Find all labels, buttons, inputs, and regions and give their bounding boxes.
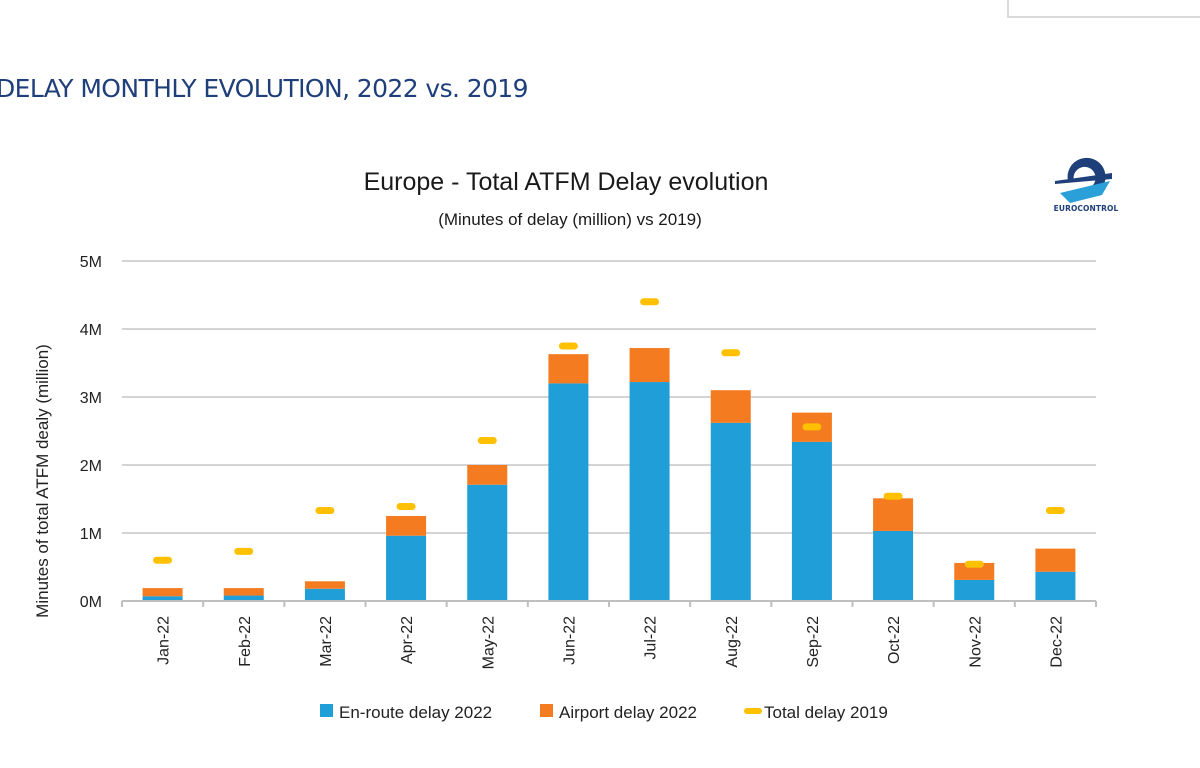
enroute-bar bbox=[467, 484, 508, 601]
x-tick-label: May-22 bbox=[480, 616, 497, 669]
airport-bar bbox=[1035, 548, 1076, 572]
x-tick-label: Sep-22 bbox=[805, 616, 822, 668]
enroute-bar bbox=[223, 595, 264, 601]
airport-bar bbox=[467, 465, 508, 485]
bars bbox=[142, 348, 1076, 601]
enroute-bar bbox=[629, 382, 670, 601]
airport-bar bbox=[304, 581, 345, 589]
chart-subtitle: (Minutes of delay (million) vs 2019) bbox=[438, 210, 702, 229]
airport-bar bbox=[710, 390, 751, 423]
enroute-bar bbox=[386, 535, 427, 601]
legend-label: En-route delay 2022 bbox=[339, 703, 492, 722]
x-tick-label: Dec-22 bbox=[1048, 616, 1065, 668]
logo-text: EUROCONTROL bbox=[1053, 204, 1119, 213]
y-tick-label: 5M bbox=[80, 254, 102, 271]
x-tick-label: Jun-22 bbox=[561, 616, 578, 665]
airport-bar bbox=[954, 562, 995, 580]
enroute-bar bbox=[548, 383, 589, 601]
enroute-bar bbox=[1035, 571, 1076, 601]
y-tick-label: 2M bbox=[80, 458, 102, 475]
y-tick-label: 0M bbox=[80, 594, 102, 611]
x-tick-label: Feb-22 bbox=[237, 616, 254, 667]
enroute-bar bbox=[954, 579, 995, 601]
x-tick-label: Mar-22 bbox=[318, 616, 335, 667]
x-tick-label: Jul-22 bbox=[643, 616, 660, 660]
enroute-bar bbox=[873, 530, 914, 601]
enroute-bar bbox=[142, 596, 183, 601]
airport-bar bbox=[873, 498, 914, 531]
x-tick-label: Aug-22 bbox=[724, 616, 741, 668]
airport-bar bbox=[386, 516, 427, 536]
airport-bar bbox=[629, 348, 670, 383]
gridlines bbox=[122, 260, 1096, 534]
y-tick-label: 4M bbox=[80, 322, 102, 339]
eurocontrol-logo-icon bbox=[1055, 157, 1112, 203]
legend: En-route delay 2022 Airport delay 2022 Tot… bbox=[320, 703, 888, 722]
markers-2019 bbox=[153, 298, 1065, 568]
y-tick-label: 1M bbox=[80, 526, 102, 543]
airport-bar bbox=[142, 588, 183, 597]
airport-bar bbox=[223, 588, 264, 596]
y-axis-label: Minutes of total ATFM dealy (million) bbox=[33, 344, 52, 618]
x-tick-label: Nov-22 bbox=[967, 616, 984, 668]
axes: 0M 1M 2M 3M 4M 5M Jan-22 Feb-22 Mar-22 Apr-22 May-… bbox=[80, 254, 1097, 669]
x-tick-label: Apr-22 bbox=[399, 616, 416, 664]
x-tick-label: Oct-22 bbox=[886, 616, 903, 664]
enroute-bar bbox=[710, 422, 751, 601]
x-tick-label: Jan-22 bbox=[156, 616, 173, 665]
legend-swatch bbox=[320, 704, 333, 717]
legend-swatch bbox=[540, 704, 553, 717]
chart-title: Europe - Total ATFM Delay evolution bbox=[364, 168, 769, 196]
corner-frame bbox=[1007, 0, 1200, 18]
legend-label: Airport delay 2022 bbox=[559, 703, 697, 722]
slide-title: DELAY MONTHLY EVOLUTION, 2022 vs. 2019 bbox=[0, 74, 529, 103]
enroute-bar bbox=[791, 441, 832, 601]
y-tick-label: 3M bbox=[80, 390, 102, 407]
enroute-bar bbox=[304, 588, 345, 601]
airport-bar bbox=[548, 354, 589, 384]
legend-label: Total delay 2019 bbox=[764, 703, 888, 722]
